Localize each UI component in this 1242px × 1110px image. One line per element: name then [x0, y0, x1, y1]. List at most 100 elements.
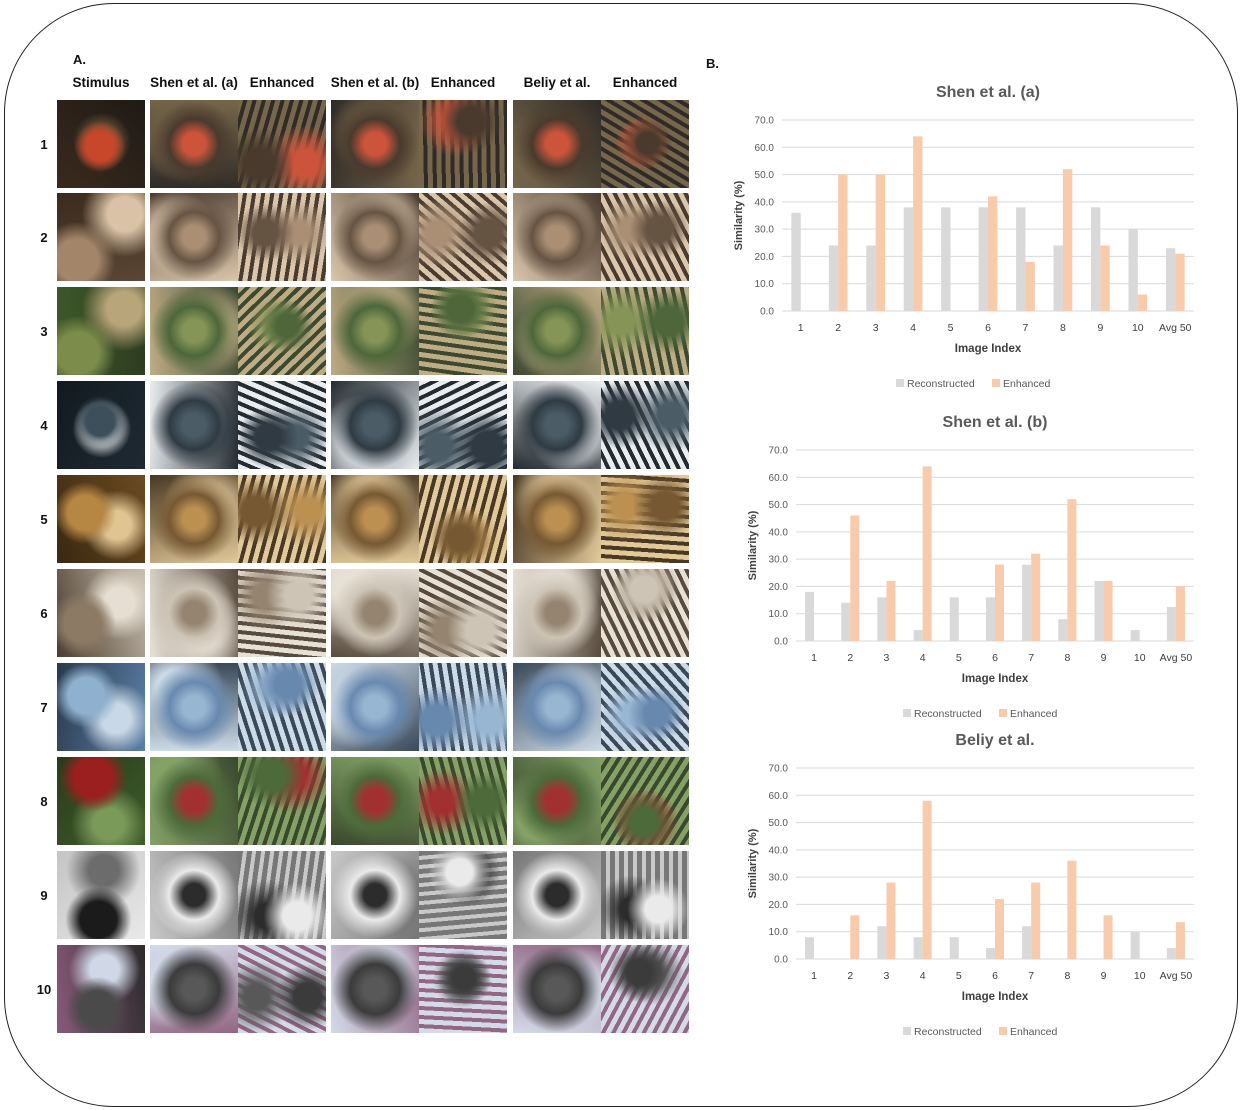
bar-enhanced	[886, 882, 896, 959]
stimulus-image	[57, 475, 145, 563]
x-tick-label: 7	[1028, 970, 1034, 982]
reconstruction-image	[331, 287, 419, 375]
x-tick-label: 4	[920, 652, 926, 664]
row-number: 3	[40, 324, 48, 339]
bar-enhanced	[988, 196, 998, 311]
y-tick-label: 10.0	[755, 279, 775, 290]
reconstruction-image	[150, 381, 238, 469]
reconstruction-image	[601, 663, 689, 751]
bar-reconstructed	[903, 207, 914, 311]
y-tick-label: 20.0	[755, 252, 775, 263]
y-tick-label: 30.0	[769, 555, 789, 566]
reconstruction-image	[150, 851, 238, 939]
column-header-4: Enhanced	[430, 75, 496, 90]
bar-reconstructed	[1130, 630, 1140, 641]
x-axis-label: Image Index	[955, 343, 1022, 355]
bar-enhanced	[995, 898, 1005, 959]
bar-enhanced	[1103, 580, 1113, 641]
stimulus-image	[57, 100, 145, 188]
reconstruction-image	[419, 757, 507, 845]
bar-reconstructed	[1130, 931, 1140, 959]
panel-a-label: A.	[73, 52, 86, 67]
y-axis-label: Similarity (%)	[733, 180, 745, 250]
x-tick-label: 6	[992, 970, 998, 982]
y-tick-label: 10.0	[769, 609, 789, 620]
x-tick-label: 5	[956, 970, 962, 982]
x-axis-label: Image Index	[962, 673, 1029, 685]
x-tick-label: 10	[1134, 652, 1146, 664]
y-axis-label: Similarity (%)	[747, 828, 759, 898]
bar-reconstructed	[1016, 207, 1026, 311]
reconstruction-image	[238, 381, 326, 469]
y-tick-label: 50.0	[769, 818, 789, 829]
bar-reconstructed	[949, 597, 959, 641]
x-tick-label: Avg 50	[1160, 652, 1193, 664]
bar-enhanced	[875, 174, 885, 311]
stimulus-image	[57, 193, 145, 281]
bar-reconstructed	[1053, 245, 1063, 311]
bar-reconstructed	[949, 937, 959, 959]
reconstruction-image	[419, 193, 507, 281]
bar-reconstructed	[805, 937, 815, 959]
column-header-0: Stimulus	[72, 75, 130, 90]
legend-swatch	[999, 1027, 1007, 1035]
bar-reconstructed	[913, 630, 923, 641]
reconstruction-image	[150, 475, 238, 563]
reconstruction-image	[150, 287, 238, 375]
bar-reconstructed	[877, 597, 887, 641]
x-tick-label: 6	[992, 652, 998, 664]
y-axis-label: Similarity (%)	[747, 510, 759, 580]
reconstruction-image	[513, 851, 601, 939]
reconstruction-image	[601, 287, 689, 375]
y-tick-label: 30.0	[755, 225, 775, 236]
legend-swatch	[903, 1027, 911, 1035]
y-tick-label: 70.0	[769, 446, 789, 457]
bar-reconstructed	[1058, 619, 1068, 641]
legend-swatch	[992, 379, 1000, 387]
reconstruction-image	[513, 945, 601, 1033]
column-header-5: Beliy et al.	[523, 75, 591, 90]
y-tick-label: 70.0	[755, 116, 775, 127]
bar-reconstructed	[1091, 207, 1101, 311]
reconstruction-image	[419, 100, 507, 188]
reconstruction-image	[331, 475, 419, 563]
x-tick-label: 6	[985, 322, 991, 334]
bar-reconstructed	[985, 948, 995, 959]
bar-enhanced	[1175, 586, 1185, 641]
column-header-1: Shen et al. (a)	[150, 75, 238, 90]
x-tick-label: 8	[1060, 322, 1066, 334]
x-tick-label: 10	[1134, 970, 1146, 982]
reconstruction-image	[419, 475, 507, 563]
legend-label: Reconstructed	[914, 708, 982, 720]
reconstruction-image	[601, 100, 689, 188]
reconstruction-image	[601, 757, 689, 845]
reconstruction-image	[150, 757, 238, 845]
y-tick-label: 20.0	[769, 582, 789, 593]
legend-label: Reconstructed	[914, 1026, 982, 1038]
reconstruction-image	[513, 193, 601, 281]
reconstruction-image	[513, 287, 601, 375]
reconstruction-image	[513, 100, 601, 188]
bar-enhanced	[1062, 169, 1073, 311]
row-number: 7	[40, 700, 48, 715]
reconstruction-image	[238, 193, 326, 281]
x-tick-label: 2	[847, 652, 853, 664]
bar-enhanced	[1103, 915, 1113, 959]
y-tick-label: 20.0	[769, 900, 789, 911]
column-header-6: Enhanced	[612, 75, 678, 90]
x-tick-label: 3	[884, 652, 890, 664]
bar-enhanced	[1175, 922, 1185, 959]
bar-reconstructed	[913, 937, 923, 959]
legend-swatch	[896, 379, 904, 387]
reconstruction-image	[331, 757, 419, 845]
bar-reconstructed	[1166, 606, 1176, 641]
x-tick-label: 7	[1023, 322, 1029, 334]
bar-reconstructed	[1165, 248, 1176, 311]
reconstruction-image	[513, 663, 601, 751]
bar-enhanced	[850, 515, 860, 641]
row-number: 1	[40, 137, 48, 152]
reconstruction-image	[331, 100, 419, 188]
bar-reconstructed	[866, 245, 876, 311]
bar-enhanced	[922, 466, 932, 641]
x-tick-label: 1	[811, 970, 817, 982]
